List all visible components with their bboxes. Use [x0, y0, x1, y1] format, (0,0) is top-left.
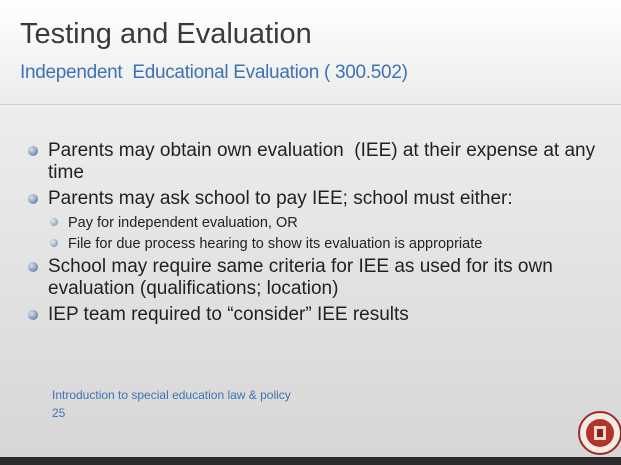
bullet: Parents may ask school to pay IEE; schoo…: [26, 188, 596, 210]
bullet-icon: [28, 194, 38, 204]
bullet-text: Parents may obtain own evaluation (IEE) …: [48, 140, 601, 183]
bullet-icon: [28, 262, 38, 272]
subtitle: Independent Educational Evaluation ( 300…: [20, 62, 408, 83]
sub-bullet-icon: [50, 239, 58, 247]
sub-bullet-text: Pay for independent evaluation, OR: [68, 215, 298, 231]
bullet: School may require same criteria for IEE…: [26, 256, 596, 300]
footer-text: Introduction to special education law & …: [52, 388, 291, 402]
title: Testing and Evaluation: [20, 18, 312, 50]
sub-bullet: File for due process hearing to show its…: [26, 235, 596, 253]
header: Testing and Evaluation Independent Educa…: [0, 0, 621, 105]
bullet: IEP team required to “consider” IEE resu…: [26, 304, 596, 326]
footer: Introduction to special education law & …: [52, 386, 291, 422]
bullet-icon: [28, 146, 38, 156]
sub-bullet-text: File for due process hearing to show its…: [68, 236, 483, 252]
logo: [578, 411, 621, 455]
bullet-text: Parents may ask school to pay IEE; schoo…: [48, 188, 513, 209]
bullet-list: Parents may obtain own evaluation (IEE) …: [26, 140, 596, 330]
page-number: 25: [52, 406, 66, 420]
bullet: Parents may obtain own evaluation (IEE) …: [26, 140, 596, 184]
sub-bullet-icon: [50, 218, 58, 226]
frame: [0, 457, 621, 465]
bullet-icon: [28, 310, 38, 320]
bullet-text: IEP team required to “consider” IEE resu…: [48, 304, 409, 325]
bullet-text: School may require same criteria for IEE…: [48, 256, 559, 299]
sub-bullet: Pay for independent evaluation, OR: [26, 214, 596, 232]
